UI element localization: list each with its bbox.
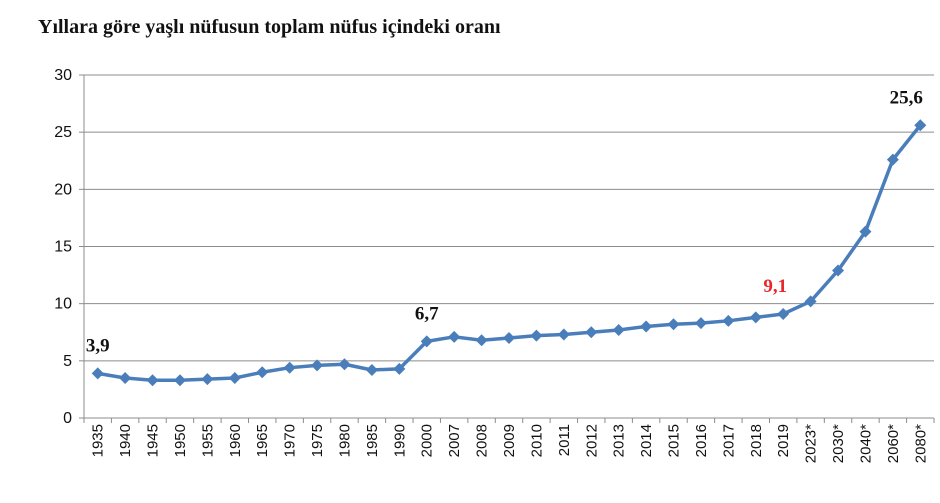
x-tick-label: 2030* [830,424,847,463]
x-tick-label: 1980 [336,424,353,457]
data-point [640,320,653,333]
data-point [832,264,845,277]
data-point [722,314,735,327]
data-point [311,359,324,372]
data-point [338,358,351,371]
data-point [475,334,488,347]
data-point [914,119,927,132]
data-point [585,326,598,339]
x-tick-label: 1945 [145,424,162,457]
x-tick-label: 1955 [199,424,216,457]
data-point [557,328,570,341]
data-point [283,361,296,374]
x-tick-label: 2008 [474,424,491,457]
x-tick-label: 2007 [446,424,463,457]
data-labels: 3,9 6,7 9,1 25,6 [86,87,923,356]
x-tick-label: 2016 [693,424,710,457]
gridlines [84,74,934,362]
x-tick-label: 2060* [885,424,902,463]
data-label: 3,9 [86,335,110,356]
x-tick-label: 2018 [748,424,765,457]
x-tick-label: 1970 [282,424,299,457]
data-point [667,318,680,331]
y-tick-label: 25 [54,124,72,141]
y-tick-label: 30 [54,67,72,84]
x-tick-label: 1960 [227,424,244,457]
x-tick-label: 2040* [857,424,874,463]
x-tick-label: 2015 [666,424,683,457]
x-tick-label: 2023* [803,424,820,463]
data-point [859,225,872,238]
data-point [886,153,899,166]
data-point [146,374,159,387]
x-tick-label: 2000 [419,424,436,457]
x-tick-label: 2017 [720,424,737,457]
data-point [749,311,762,324]
x-tick-label: 2011 [556,424,573,456]
data-point [119,371,132,384]
x-tick-label: 2014 [638,424,655,457]
data-label: 9,1 [763,276,787,297]
x-tick-label: 1950 [172,424,189,457]
chart-title: Yıllara göre yaşlı nüfusun toplam nüfus … [38,16,501,38]
data-point [420,335,433,348]
x-tick-label: 2019 [775,424,792,457]
x-tick-label: 2012 [583,424,600,457]
data-label: 25,6 [890,87,923,108]
x-tick-label: 2009 [501,424,518,457]
data-point [448,330,461,343]
y-tick-label: 20 [54,181,72,198]
data-point [201,373,214,386]
x-tick-label: 2013 [611,424,628,457]
data-point [804,295,817,308]
x-tick-label: 1965 [254,424,271,457]
data-point [173,374,186,387]
x-tick-label: 1990 [391,424,408,457]
x-tick-label: 1975 [309,424,326,457]
x-tick-label: 1940 [117,424,134,457]
data-point [91,367,104,380]
y-tick-label: 5 [63,353,72,370]
x-tick-label: 1985 [364,424,381,457]
data-point [393,362,406,375]
x-axis-ticks: 1935 1940 1945 1950 1955 1960 1965 1970 1975 1980… [83,418,935,463]
data-point [365,363,378,376]
series-group [91,119,927,387]
y-tick-label: 0 [63,410,72,427]
data-point [777,307,790,320]
data-point [228,371,241,384]
y-tick-label: 15 [54,239,72,256]
data-point [530,329,543,342]
y-axis-ticks: 0 5 10 15 20 25 30 [54,67,84,427]
data-point [612,323,625,336]
x-tick-label: 2010 [528,424,545,457]
data-point [694,317,707,330]
data-point [503,331,515,344]
data-label: 6,7 [415,303,439,324]
data-point [256,366,269,379]
x-tick-label: 1935 [90,424,107,457]
x-tick-label: 2080* [912,424,929,463]
y-tick-label: 10 [54,296,72,313]
